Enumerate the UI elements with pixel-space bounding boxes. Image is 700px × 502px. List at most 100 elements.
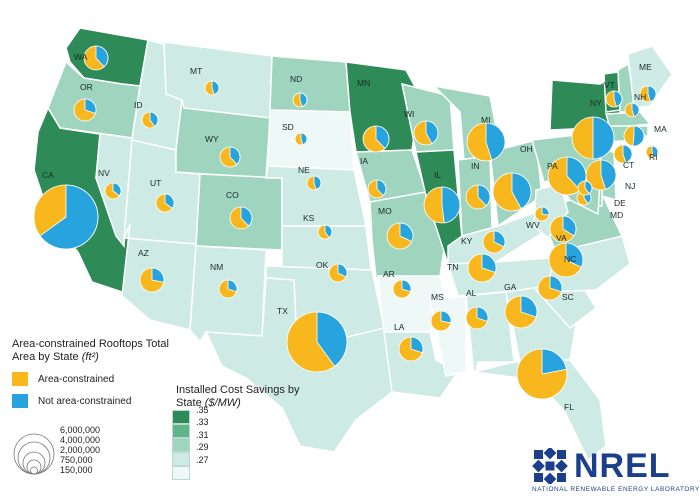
pie-al [465, 306, 489, 330]
pie-az [139, 267, 165, 293]
pie-slice-not-area-constrained [541, 206, 550, 216]
pie-slice-not-area-constrained [647, 85, 657, 103]
state-label-md: MD [610, 210, 623, 220]
pie-slice-not-area-constrained [549, 275, 563, 293]
pie-slice-not-area-constrained [316, 311, 348, 367]
pie-wy [219, 146, 241, 168]
pie-nd [292, 92, 308, 108]
pie-ne [306, 175, 322, 191]
state-label-ma: MA [654, 124, 667, 134]
rooftop-legend-units: (ft²) [81, 351, 99, 363]
circle-size-legend [13, 433, 55, 475]
pie-slice-not-area-constrained [410, 336, 424, 354]
state-label-or: OR [80, 82, 93, 92]
pie-va [549, 215, 577, 243]
pie-slice-not-area-constrained [511, 172, 532, 210]
pie-slice-not-area-constrained [375, 125, 390, 150]
pie-ct [613, 144, 633, 164]
pie-nj [585, 159, 617, 191]
size-label: 750,000 [60, 455, 93, 465]
pie-oh [492, 172, 532, 212]
state-label-wa: WA [74, 52, 88, 62]
pie-ar [392, 279, 412, 299]
scale-cell [172, 466, 190, 480]
nrel-wordmark: NREL [574, 447, 671, 485]
pie-ia [367, 179, 387, 199]
pie-mt [204, 80, 220, 96]
savings-scale-labels: .35 .33 .31 .29 .27 [196, 404, 209, 466]
state-label-pa: PA [547, 161, 558, 171]
pie-slice-not-area-constrained [39, 184, 99, 250]
pie-slice-not-area-constrained [631, 102, 640, 118]
pie-slice-not-area-constrained [229, 146, 241, 165]
savings-legend: Installed Cost Savings by State ($/MW) [176, 384, 306, 410]
state-label-ia: IA [360, 156, 368, 166]
state-label-la: LA [394, 322, 405, 332]
state-label-il: IL [434, 170, 441, 180]
pie-sd [294, 132, 308, 146]
state-label-sd: SD [282, 122, 294, 132]
pie-slice-not-area-constrained [313, 175, 322, 191]
area-constrained-label: Area-constrained [38, 373, 115, 385]
state-label-co: CO [226, 190, 239, 200]
pie-tn [467, 253, 497, 283]
pie-slice-not-area-constrained [541, 348, 568, 375]
pie-slice-not-area-constrained [149, 111, 159, 128]
pie-nc [548, 242, 584, 278]
pie-me [639, 85, 657, 103]
pie-slice-not-area-constrained [485, 122, 506, 161]
pie-ri [645, 145, 659, 159]
pie-slice-not-area-constrained [376, 179, 387, 197]
pie-id [141, 111, 159, 129]
rooftop-legend: Area-constrained Rooftops Total Area by … [12, 338, 172, 408]
pie-ny [571, 116, 615, 160]
pie-slice-not-area-constrained [613, 90, 623, 108]
state-label-sc: SC [562, 292, 574, 302]
scale-label: .27 [196, 454, 209, 465]
rooftop-legend-title: Area-constrained Rooftops Total Area by … [12, 338, 169, 363]
pie-slice-not-area-constrained [481, 253, 497, 273]
pie-slice-not-area-constrained [211, 80, 220, 96]
scale-cell [172, 410, 190, 424]
pie-nm [218, 279, 238, 299]
state-label-wy: WY [205, 134, 219, 144]
state-label-az: AZ [138, 248, 149, 258]
scale-cell [172, 424, 190, 438]
pie-wv [534, 206, 550, 222]
state-sd [267, 109, 355, 171]
pie-slice-not-area-constrained [324, 224, 333, 239]
labels-layer: WA OR CA NV MT ID UT AZ WY CO NM ND SD NE KS OK TX MN IA MO… [42, 52, 667, 412]
nrel-mark-icon [532, 448, 568, 484]
state-label-ar: AR [383, 269, 395, 279]
state-label-mi: MI [481, 115, 490, 125]
state-label-mt: MT [190, 66, 202, 76]
pie-nh [624, 102, 640, 118]
scale-label: .33 [196, 417, 209, 428]
state-label-ok: OK [316, 260, 329, 270]
pie-slice-not-area-constrained [632, 125, 645, 147]
pie-slice-not-area-constrained [565, 242, 584, 268]
savings-legend-title: Installed Cost Savings by State [176, 384, 300, 409]
circle-size-labels: 6,000,000 4,000,000 2,000,000 750,000 15… [60, 425, 100, 475]
pie-ms [430, 310, 452, 332]
pie-slice-not-area-constrained [337, 263, 348, 278]
pies-layer [33, 45, 659, 400]
pie-mi [466, 122, 506, 162]
state-label-wi: WI [404, 109, 414, 119]
size-label: 6,000,000 [60, 425, 101, 435]
state-label-fl: FL [564, 402, 574, 412]
state-label-ga: GA [504, 282, 517, 292]
pie-sc [537, 275, 563, 301]
pie-md [577, 180, 593, 196]
pie-slice-not-area-constrained [401, 279, 412, 293]
pie-slice-not-area-constrained [399, 222, 414, 243]
state-label-ri: RI [649, 152, 658, 162]
pie-slice-not-area-constrained [240, 206, 253, 227]
pie-il [423, 186, 461, 224]
pie-ks [317, 224, 333, 240]
scale-label: .35 [196, 405, 209, 415]
state-label-va: VA [556, 233, 567, 243]
state-label-mo: MO [378, 206, 392, 216]
pie-la [398, 336, 424, 362]
